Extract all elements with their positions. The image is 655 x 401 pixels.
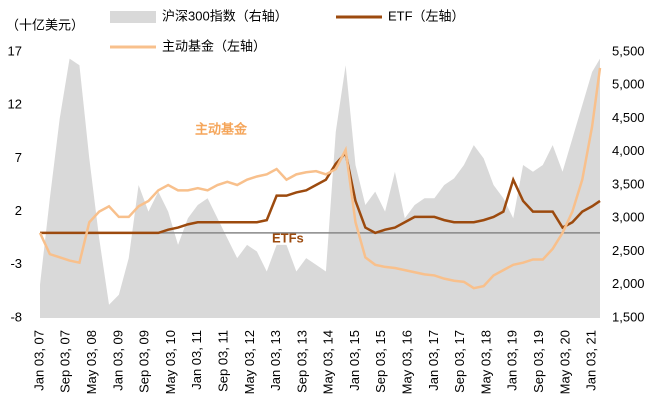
legend-swatch <box>110 11 156 23</box>
y2-tick-label: 5,000 <box>612 77 645 92</box>
legend-label: 主动基金（左轴） <box>162 38 266 53</box>
x-tick-label: Sep 03, 19 <box>531 330 546 393</box>
x-tick-label: May 03, 08 <box>84 330 99 394</box>
y2-tick-label: 1,500 <box>612 309 645 324</box>
x-tick-label: Jan 03, 07 <box>31 330 46 391</box>
x-tick-label: Jan 03, 21 <box>584 330 599 391</box>
plot: -8 -3 2 7 12 17 1,500 2,000 2,500 3,000 3,500 4,000… <box>8 8 645 394</box>
x-tick-label: May 03, 10 <box>163 330 178 394</box>
x-tick-label: May 03, 18 <box>478 330 493 394</box>
x-tick-label: Jan 03, 13 <box>268 330 283 391</box>
annotation: ETFs <box>272 230 304 245</box>
x-tick-label: Sep 03, 15 <box>373 330 388 393</box>
line <box>38 67 602 290</box>
y-tick-label: 17 <box>8 43 22 58</box>
line <box>40 150 601 235</box>
x-tick-label: Sep 03, 13 <box>294 330 309 393</box>
y-tick-label: -3 <box>10 256 22 271</box>
x-tick-label: Jan 03, 09 <box>110 330 125 391</box>
y-tick-label: -8 <box>10 309 22 324</box>
x-tick-label: Sep 03, 11 <box>215 330 230 392</box>
x-tick-label: May 03, 12 <box>242 330 257 394</box>
x-tick-label: May 03, 14 <box>321 330 336 394</box>
y-tick-label: 12 <box>8 97 22 112</box>
y2-tick-label: 2,000 <box>612 276 645 291</box>
legend-label: ETF（左轴） <box>388 8 465 23</box>
x-tick-label: May 03, 16 <box>400 330 415 394</box>
x-tick-label: Jan 03, 17 <box>426 330 441 391</box>
x-tick-label: Jan 03, 15 <box>347 330 362 391</box>
y2-tick-label: 5,500 <box>612 43 645 58</box>
annotation: 主动基金 <box>195 121 248 136</box>
x-tick-label: May 03, 20 <box>557 330 572 394</box>
x-tick-label: Sep 03, 17 <box>452 330 467 393</box>
y2-tick-label: 3,500 <box>612 176 645 191</box>
x-tick-label: Sep 03, 09 <box>137 330 152 393</box>
y2-tick-label: 4,000 <box>612 143 645 158</box>
y-tick-label: 7 <box>15 150 22 165</box>
y2-tick-label: 4,500 <box>612 110 645 125</box>
y-tick-label: 2 <box>15 203 22 218</box>
x-tick-label: Jan 03, 11 <box>189 330 204 390</box>
area <box>40 58 600 319</box>
x-tick-label: Sep 03, 07 <box>58 330 73 393</box>
x-tick-label: Jan 03, 19 <box>505 330 520 391</box>
y-axis-label: （十亿美元） <box>6 17 84 32</box>
legend-label: 沪深300指数（右轴） <box>162 8 288 23</box>
y2-tick-label: 2,500 <box>612 243 645 258</box>
y2-tick-label: 3,000 <box>612 210 645 225</box>
